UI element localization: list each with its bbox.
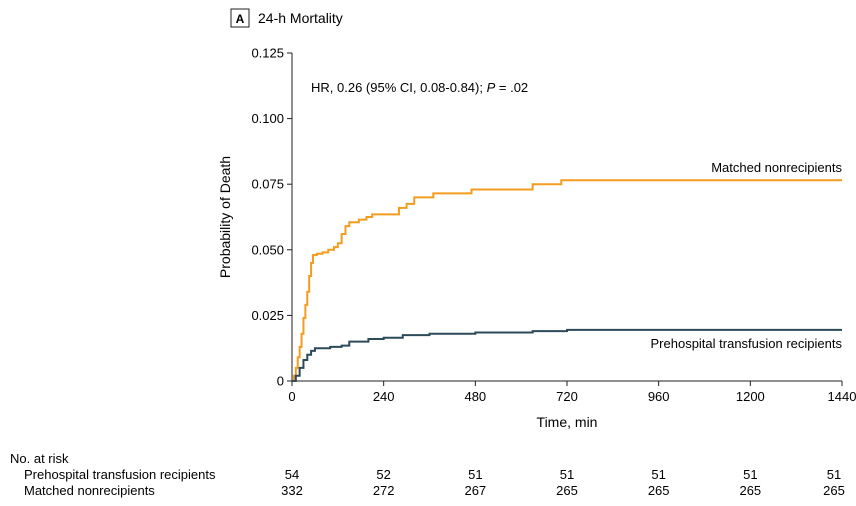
- y-tick-label: 0.100: [251, 111, 284, 126]
- risk-value: 51: [560, 467, 574, 482]
- y-tick-label: 0: [277, 374, 284, 389]
- risk-value: 272: [373, 483, 395, 498]
- series-line-matched-nonrecipients: [292, 179, 842, 382]
- x-tick-label: 240: [373, 389, 395, 404]
- panel-letter: A: [236, 12, 245, 26]
- risk-value: 52: [376, 467, 390, 482]
- x-tick-label: 960: [648, 389, 670, 404]
- panel-title: 24-h Mortality: [258, 10, 343, 26]
- y-ticks: 0 0.025 0.050 0.075 0.100 0.125: [251, 46, 292, 389]
- risk-row-label: Matched nonrecipients: [24, 483, 155, 498]
- risk-table-header: No. at risk: [10, 451, 69, 466]
- risk-values: 54 52 51 51 51 51 51 332 272 267 265 265 265 265: [281, 467, 845, 498]
- y-tick-label: 0.050: [251, 242, 284, 257]
- risk-table: No. at risk Prehospital transfusion reci…: [10, 451, 845, 498]
- risk-value: 54: [285, 467, 299, 482]
- x-tick-label: 720: [556, 389, 578, 404]
- risk-value: 51: [827, 467, 841, 482]
- risk-value: 332: [281, 483, 303, 498]
- panel-letter-box: [230, 8, 250, 28]
- y-tick-label: 0.025: [251, 308, 284, 323]
- series-line-prehospital-transfusion-recipients: [292, 328, 842, 382]
- x-tick-label: 1200: [736, 389, 765, 404]
- x-axis: 0 240 480 720 960 1200 1440 Time, min: [288, 380, 856, 430]
- series-label-matched-nonrecipients: Matched nonrecipients: [711, 160, 842, 175]
- risk-value: 265: [739, 483, 761, 498]
- x-tick-label: 480: [464, 389, 486, 404]
- risk-row-label: Prehospital transfusion recipients: [24, 467, 216, 482]
- risk-value: 51: [651, 467, 665, 482]
- y-tick-label: 0.125: [251, 46, 284, 61]
- y-axis: 0 0.025 0.050 0.075 0.100 0.125 Probability o…: [217, 46, 293, 389]
- series-label-prehospital-transfusion-recipients: Prehospital transfusion recipients: [651, 336, 843, 351]
- risk-value: 265: [556, 483, 578, 498]
- risk-value: 265: [648, 483, 670, 498]
- risk-value: 51: [743, 467, 757, 482]
- risk-value: 265: [823, 483, 845, 498]
- hr-annotation: HR, 0.26 (95% CI, 0.08-0.84); P = .02: [311, 80, 528, 95]
- y-tick-label: 0.075: [251, 177, 284, 192]
- risk-value: 51: [468, 467, 482, 482]
- x-tick-label: 0: [288, 389, 295, 404]
- x-ticks: 0 240 480 720 960 1200 1440: [288, 381, 856, 404]
- x-axis-label: Time, min: [537, 414, 598, 430]
- y-axis-label: Probability of Death: [217, 156, 233, 278]
- risk-value: 267: [464, 483, 486, 498]
- x-tick-label: 1440: [828, 389, 856, 404]
